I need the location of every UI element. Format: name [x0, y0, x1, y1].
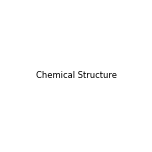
Text: Chemical Structure: Chemical Structure: [36, 71, 116, 81]
